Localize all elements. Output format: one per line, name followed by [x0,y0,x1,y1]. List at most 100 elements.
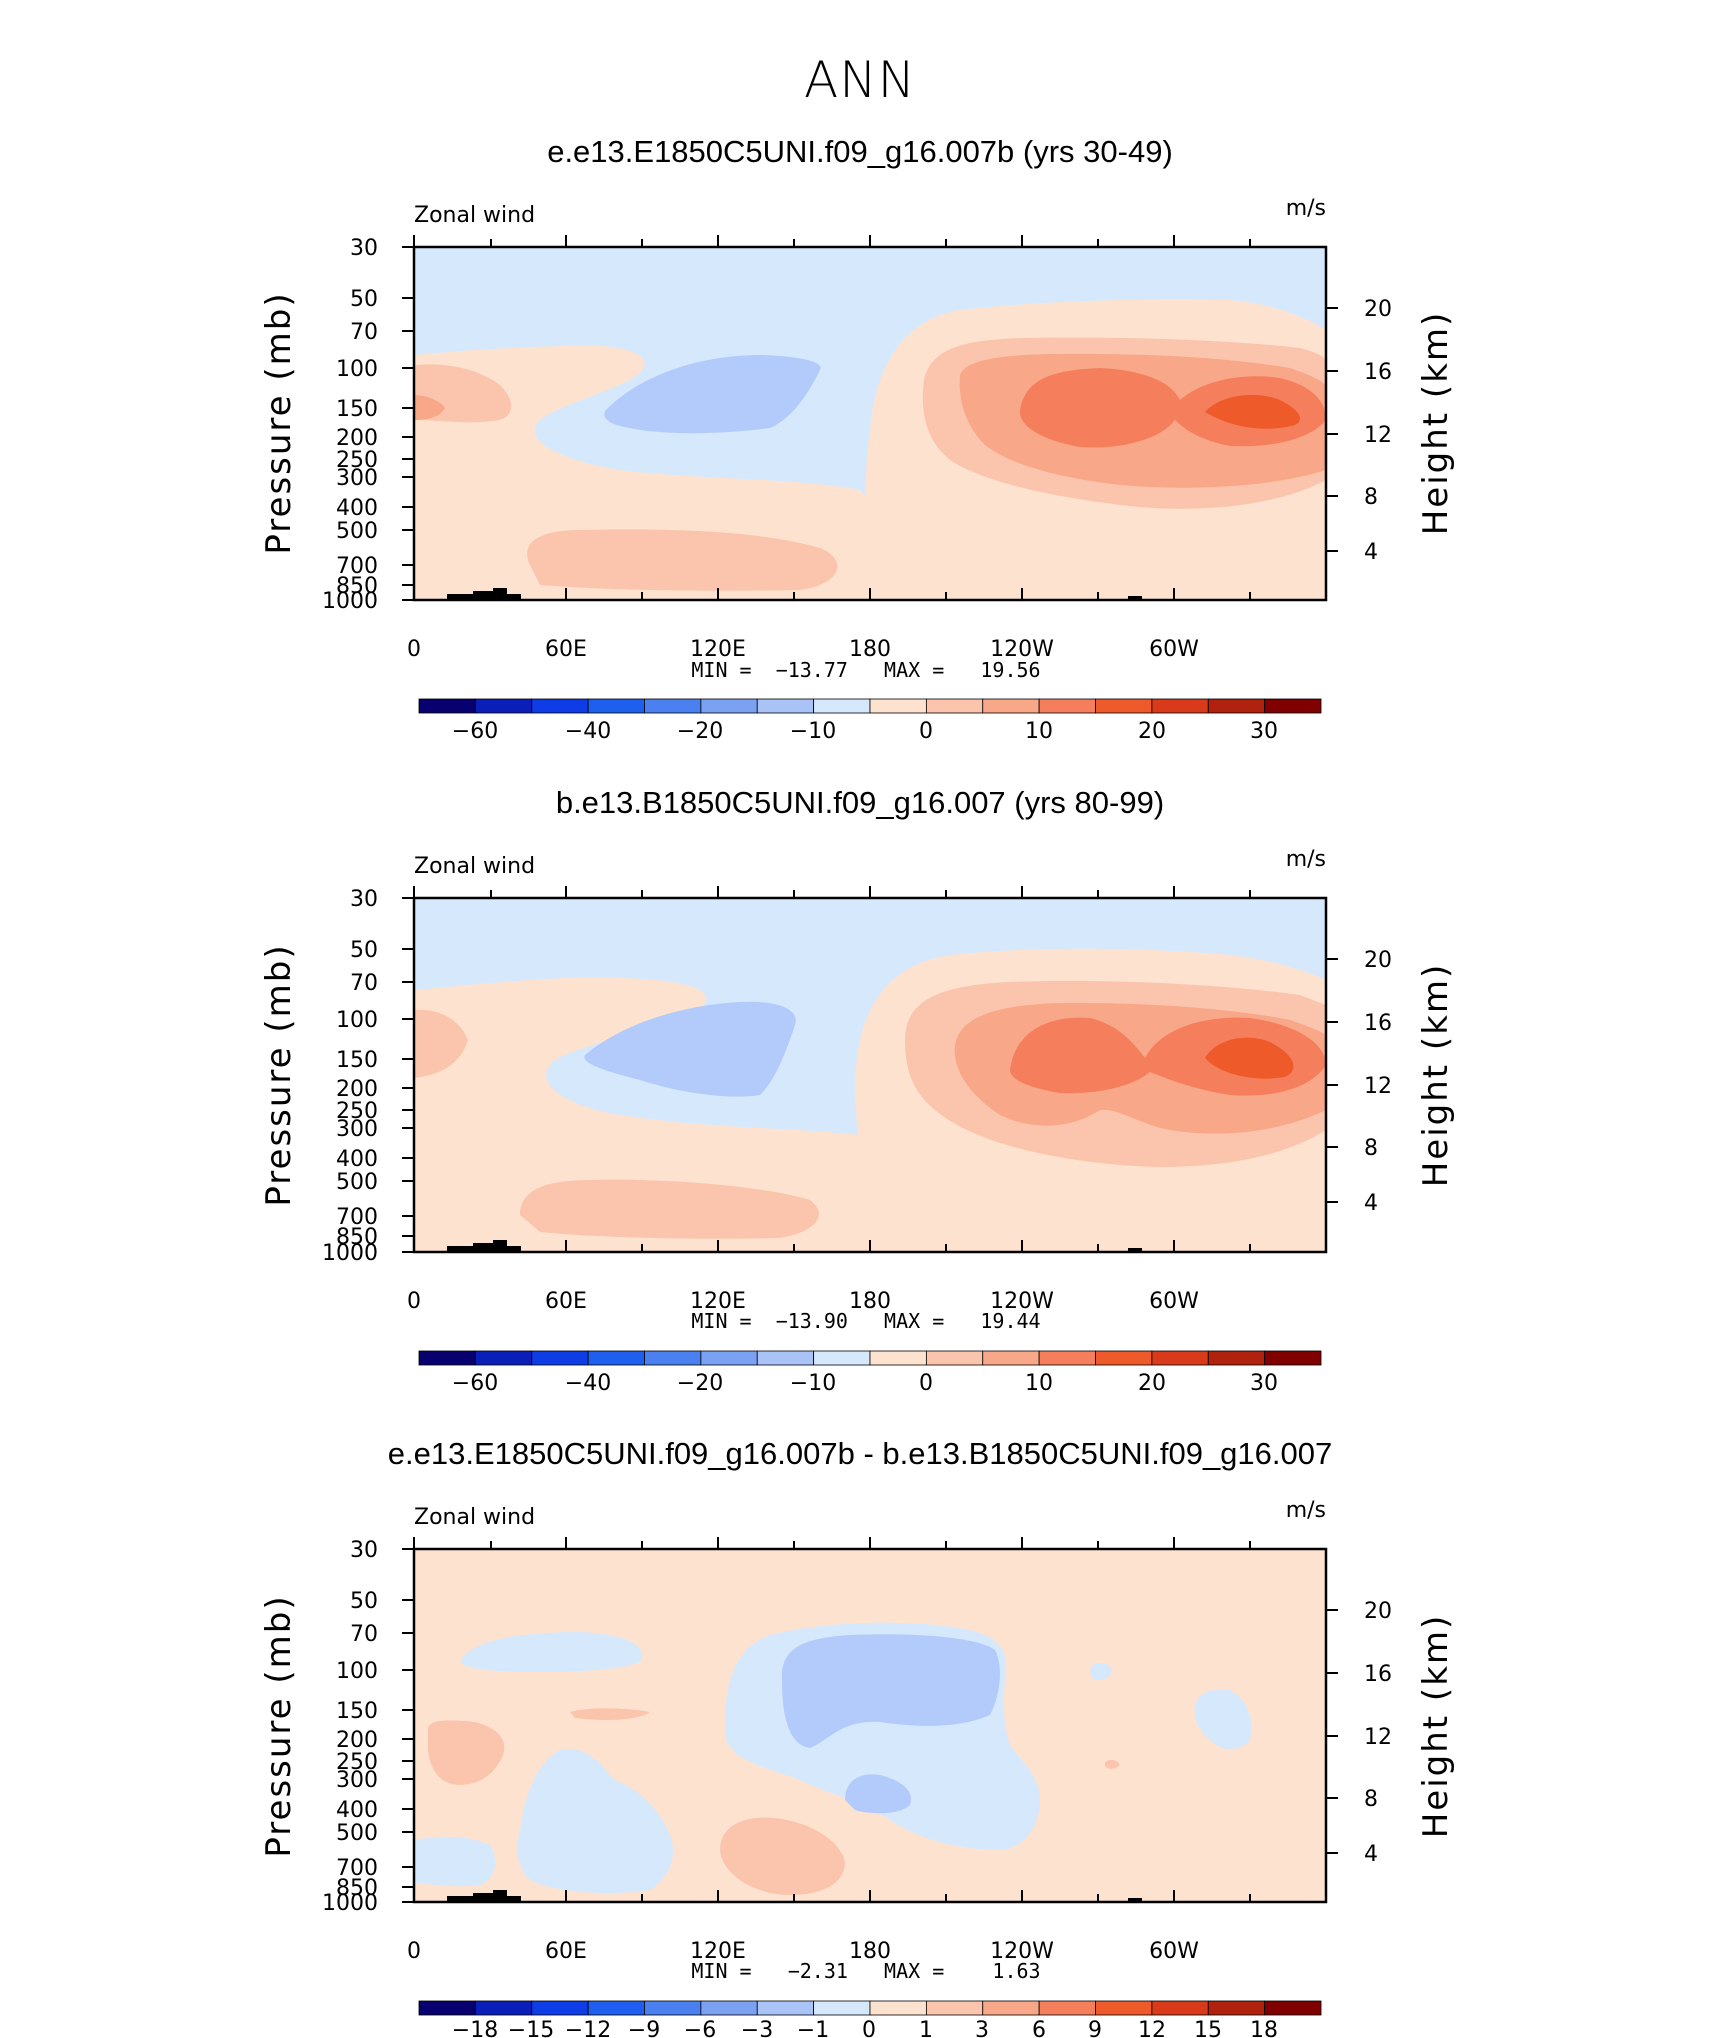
height-tick-label: 8 [1364,1136,1378,1161]
y-tick-label: 500 [336,519,378,544]
panel-1-units-label: m/s [1286,196,1326,221]
height-tick-label: 16 [1364,1011,1392,1036]
y-tick-label: 50 [350,287,378,312]
y-tick-label: 850 [336,1876,378,1901]
panel-1-min-max: MIN = −13.77 MAX = 19.56 [691,658,1040,682]
y-tick-label: 500 [336,1821,378,1846]
panel-3-contour-left-edge-blue [414,1836,496,1887]
y-tick-label: 30 [350,236,378,261]
y-tick-label: 100 [336,357,378,382]
panel-1-contour-west-core [414,395,445,420]
panel-1-contour-field [414,247,1326,600]
colorbar-box [418,2000,476,2016]
panel-2-y-tick-labels: 30 50 70 100 150 200 250 300 400 500 700… [322,887,378,1266]
colorbar-box [1264,2000,1322,2016]
panel-2-min-max: MIN = −13.90 MAX = 19.44 [691,1309,1040,1333]
y-tick-label: 200 [336,1077,378,1102]
y-tick-label: 30 [350,887,378,912]
colorbar-label: 15 [1194,2018,1222,2038]
colorbar-label: 3 [975,2018,989,2038]
panel-2-colorbar-labels: −60 −40 −20 −10 0 10 20 30 [452,1371,1278,1396]
height-tick-label: 20 [1364,297,1392,322]
y-tick-label: 50 [350,1589,378,1614]
y-tick-label: 850 [336,1225,378,1250]
panel-2-contour-lower-band [520,1179,819,1239]
panel-1-contour-west-light [414,345,905,600]
panel-3-contour-small-orange [570,1708,650,1720]
panel-1-right-tick-labels: 20 16 12 8 4 [1364,297,1392,565]
colorbar-box [1151,2000,1209,2016]
colorbar-label: −12 [565,2018,611,2038]
colorbar-label: 10 [1025,719,1053,744]
y-tick-label: 70 [350,320,378,345]
colorbar-box [1207,1350,1266,1366]
colorbar-label: −40 [565,719,611,744]
colorbar-box [587,698,645,714]
panel-2-contour-east-jet-core [1205,1037,1294,1079]
panel-2-right-tick-labels: 20 16 12 8 4 [1364,948,1392,1216]
x-tick-label: 180 [849,1939,891,1964]
y-tick-label: 1000 [322,589,378,614]
colorbar-label: 9 [1088,2018,1102,2038]
colorbar-box [982,1350,1040,1366]
x-tick-label: 60E [545,1289,587,1314]
panel-2-contour-blue-cell [584,1001,796,1097]
colorbar-label: −3 [741,2018,773,2038]
y-tick-label: 250 [336,1750,378,1775]
x-tick-label: 120W [990,637,1054,662]
panel-3-colorbar [418,2000,1322,2016]
colorbar-box [869,2000,927,2016]
colorbar-box [587,1350,645,1366]
colorbar-box [1095,2000,1153,2016]
colorbar-label: 0 [919,719,933,744]
colorbar-box [418,698,476,714]
panel-3-contour-dot-orange [1105,1759,1120,1769]
y-tick-label: 200 [336,1728,378,1753]
colorbar-label: 0 [862,2018,876,2038]
panel-1-contour-east-jet-core [1205,394,1300,429]
colorbar-box [531,1350,589,1366]
colorbar-box [982,2000,1040,2016]
colorbar-label: 12 [1138,2018,1166,2038]
y-tick-label: 70 [350,971,378,996]
x-tick-label: 60E [545,1939,587,1964]
y-tick-label: 250 [336,1099,378,1124]
height-tick-label: 12 [1364,1725,1392,1750]
y-tick-label: 50 [350,938,378,963]
y-tick-label: 100 [336,1008,378,1033]
colorbar-box [756,698,815,714]
height-tick-label: 16 [1364,1662,1392,1687]
colorbar-box [700,2000,758,2016]
colorbar-box [531,698,589,714]
colorbar-box [587,2000,645,2016]
x-tick-label: 0 [407,1289,421,1314]
colorbar-box [1095,1350,1153,1366]
panel-2-x-tick-labels: 0 60E 120E 180 120W 60W [407,1289,1199,1314]
panel-1-topography [447,588,1142,600]
colorbar-label: 20 [1138,719,1166,744]
colorbar-label: −60 [452,1371,498,1396]
y-tick-label: 1000 [322,1891,378,1916]
colorbar-box [813,698,871,714]
y-tick-label: 150 [336,1048,378,1073]
panel-3-variable-label: Zonal wind [414,1505,535,1530]
colorbar-box [925,1350,984,1366]
colorbar-box [474,1350,533,1366]
panel-3-contour-small-blue [1090,1662,1112,1680]
colorbar-box [925,698,984,714]
panel-3-contour-lower-blue-core [845,1774,911,1814]
colorbar-label: −20 [677,1371,723,1396]
y-tick-label: 100 [336,1659,378,1684]
colorbar-box [700,1350,758,1366]
colorbar-box [813,1350,871,1366]
colorbar-label: 10 [1025,1371,1053,1396]
panel-1-y-axis-label: Pressure (mb) [259,291,299,554]
panel-1-contour-blue-cell [604,355,821,434]
x-tick-label: 180 [849,1289,891,1314]
main-title: ANN [804,51,916,109]
y-tick-label: 150 [336,1699,378,1724]
colorbar-box [756,1350,815,1366]
panel-2-colorbar [418,1350,1322,1366]
y-tick-label: 300 [336,466,378,491]
colorbar-label: 20 [1138,1371,1166,1396]
